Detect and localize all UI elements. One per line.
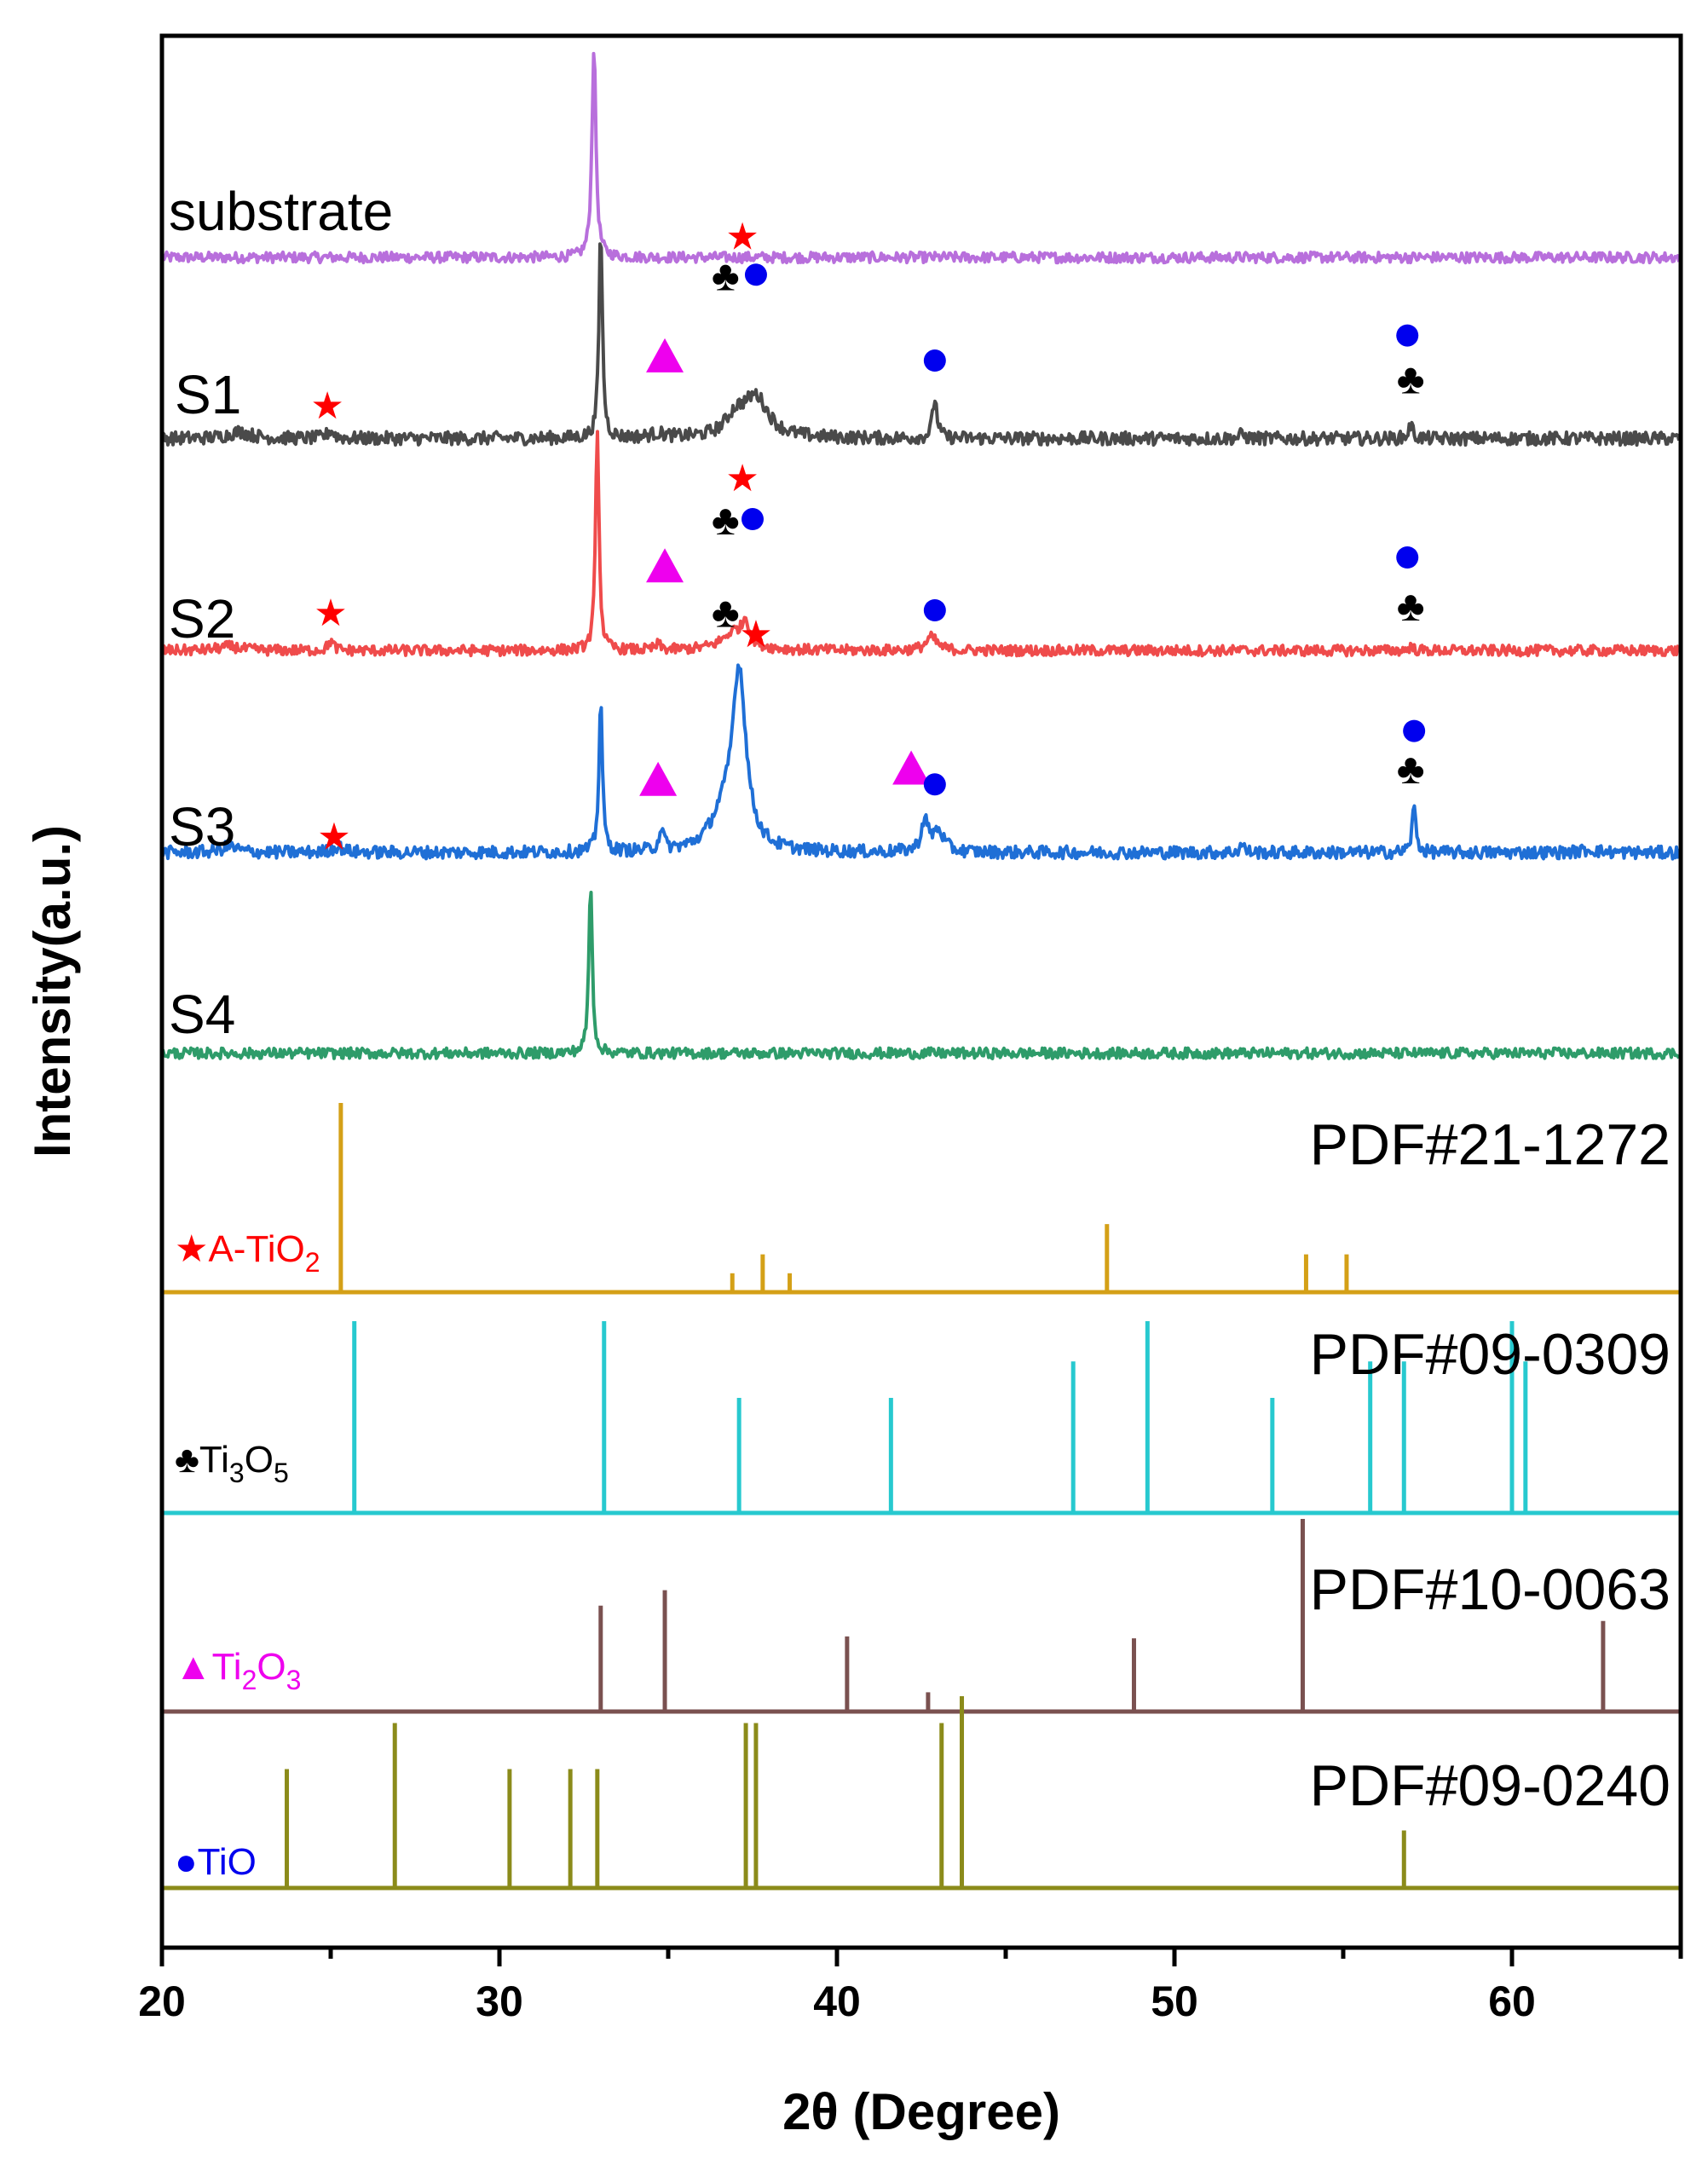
annotation-circle-icon <box>1396 324 1419 347</box>
annotation-club-icon: ♣ <box>712 251 740 299</box>
reference-phase-label: ●TiO <box>175 1841 257 1883</box>
annotation-circle-icon <box>923 599 946 621</box>
trace-substrate <box>161 51 1681 265</box>
annotation-triangle-icon <box>639 761 678 796</box>
reference-pdf-09-0309: PDF#09-0309 ♣Ti3O5 <box>162 1321 1681 1516</box>
annotation-star-icon: ★ <box>725 216 759 257</box>
annotation-club-icon: ♣ <box>1397 745 1425 793</box>
x-axis-title: 2θ (Degree) <box>782 2083 1060 2140</box>
reference-pdf-label: PDF#09-0309 <box>1310 1322 1670 1387</box>
reference-pdf-label: PDF#21-1272 <box>1310 1112 1670 1177</box>
trace-label-s4: S4 <box>169 984 235 1045</box>
annotation-triangle-icon <box>892 750 931 785</box>
annotation-circle-icon <box>923 773 946 796</box>
x-tick-label: 40 <box>813 1977 861 2025</box>
annotation-star-icon: ★ <box>310 385 343 427</box>
annotation-star-icon: ★ <box>314 592 347 634</box>
x-tick-label: 60 <box>1488 1977 1536 2025</box>
annotation-circle-icon <box>741 508 764 531</box>
trace-s3 <box>161 663 1681 861</box>
trace-label-s2: S2 <box>169 588 235 650</box>
x-tick-label: 20 <box>138 1977 186 2025</box>
trace-s1 <box>161 242 1681 447</box>
trace-label-substrate: substrate <box>169 181 393 242</box>
x-tick-label: 50 <box>1151 1977 1198 2025</box>
y-axis-title: Intensity(a.u.) <box>24 825 81 1158</box>
trace-label-s1: S1 <box>175 364 241 425</box>
plot-frame <box>159 33 1683 1950</box>
reference-pdf-09-0240: PDF#09-0240 ●TiO <box>162 1696 1681 1891</box>
annotation-club-icon: ♣ <box>1397 582 1425 630</box>
reference-phase-label: ♣Ti3O5 <box>175 1439 289 1488</box>
annotation-club-icon: ♣ <box>712 589 740 637</box>
reference-patterns: PDF#21-1272 ★A-TiO2 PDF#09-0309 ♣Ti3O5 PDF#1… <box>162 1103 1681 1891</box>
trace-labels: substrate S1 S2 S3 S4 <box>169 181 393 1045</box>
x-tick-label: 30 <box>476 1977 523 2025</box>
annotation-circle-icon <box>1403 719 1426 742</box>
trace-s2 <box>161 430 1681 658</box>
trace-s4 <box>161 891 1681 1060</box>
reference-pdf-10-0063: PDF#10-0063 ▲Ti2O3 <box>162 1519 1681 1714</box>
annotation-club-icon: ♣ <box>712 496 740 544</box>
annotation-star-icon: ★ <box>725 458 759 499</box>
reference-pdf-21-1272: PDF#21-1272 ★A-TiO2 <box>162 1103 1681 1295</box>
annotation-circle-icon <box>1396 546 1419 569</box>
annotation-star-icon: ★ <box>739 614 772 655</box>
annotation-triangle-icon <box>646 548 684 583</box>
reference-phase-label: ★A-TiO2 <box>175 1228 320 1278</box>
annotation-circle-icon <box>744 263 767 286</box>
peak-annotations: ★♣★♣★♣★♣★♣ ★♣ <box>310 216 1426 857</box>
reference-pdf-label: PDF#10-0063 <box>1310 1557 1670 1622</box>
x-axis-ticks: 20 30 40 50 60 <box>138 1948 1683 2025</box>
annotation-star-icon: ★ <box>317 816 350 857</box>
annotation-club-icon: ♣ <box>1397 355 1425 402</box>
trace-label-s3: S3 <box>169 796 235 857</box>
annotation-triangle-icon <box>646 338 684 372</box>
reference-pdf-label: PDF#09-0240 <box>1310 1753 1670 1818</box>
reference-phase-label: ▲Ti2O3 <box>175 1646 301 1695</box>
annotation-circle-icon <box>923 349 946 372</box>
pattern-traces <box>161 51 1681 1060</box>
